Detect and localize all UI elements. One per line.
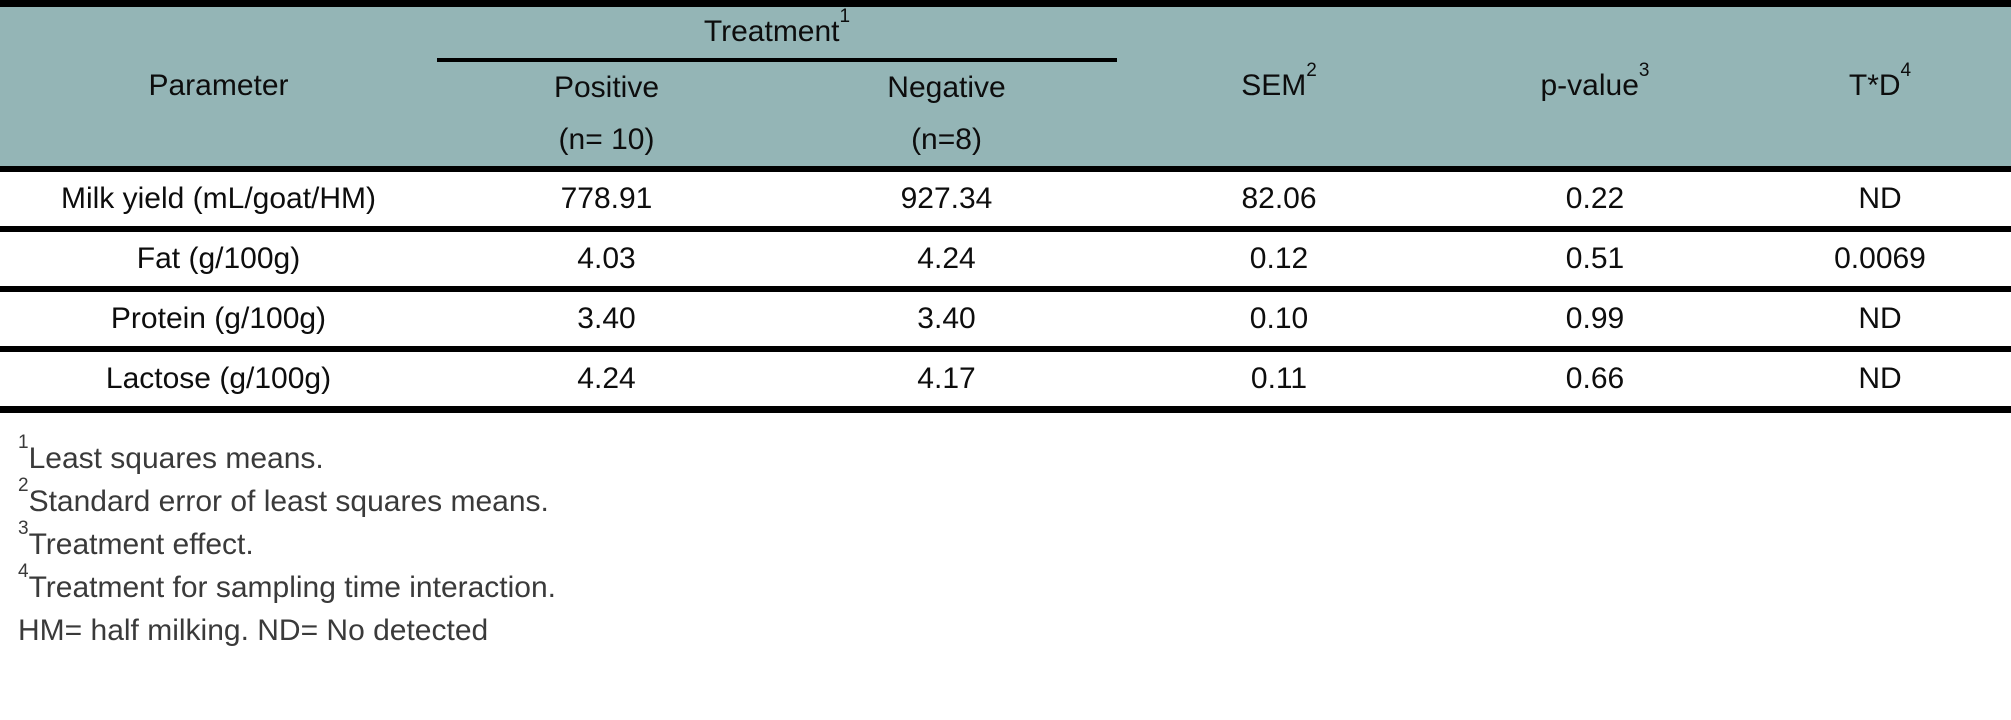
- col-header-treatment-label: Treatment: [703, 15, 840, 49]
- footnote-text: Least squares means.: [28, 442, 324, 475]
- pvalue-superscript: 3: [1638, 59, 1650, 81]
- cell-positive: 778.91: [437, 166, 776, 229]
- footnotes-block: 1Least squares means. 2Standard error of…: [18, 433, 2011, 652]
- col-header-negative-n: (n=8): [911, 123, 982, 156]
- footnote: 1Least squares means.: [18, 433, 2011, 480]
- treatment-superscript: 1: [839, 5, 851, 27]
- col-header-pvalue-label: p-value: [1540, 69, 1639, 103]
- col-header-positive-label: Positive: [553, 71, 660, 104]
- footnote: 4Treatment for sampling time interaction…: [18, 562, 2011, 609]
- cell-txd: ND: [1749, 346, 2011, 410]
- cell-pvalue: 0.22: [1441, 166, 1749, 229]
- cell-sem: 0.10: [1117, 286, 1441, 349]
- footnote-text: HM= half milking. ND= No detected: [18, 614, 489, 647]
- col-header-sem: SEM2: [1117, 3, 1441, 169]
- cell-sem: 0.11: [1117, 346, 1441, 410]
- cell-positive: 4.03: [437, 226, 776, 289]
- footnote: 2Standard error of least squares means.: [18, 476, 2011, 523]
- col-header-negative-label: Negative: [887, 71, 1006, 104]
- col-header-txd: T*D4: [1749, 3, 2011, 169]
- cell-pvalue: 0.51: [1441, 226, 1749, 289]
- footnote-text: Standard error of least squares means.: [28, 485, 549, 518]
- cell-pvalue: 0.99: [1441, 286, 1749, 349]
- footnote: 3Treatment effect.: [18, 519, 2011, 566]
- cell-parameter: Milk yield (mL/goat/HM): [0, 166, 437, 229]
- col-header-sem-label: SEM: [1241, 69, 1307, 103]
- table-row: Lactose (g/100g) 4.24 4.17 0.11 0.66 ND: [0, 346, 2011, 410]
- table-header: Parameter Treatment1 SEM2 p-value3 T*D4 …: [0, 3, 2011, 169]
- cell-parameter: Lactose (g/100g): [0, 346, 437, 410]
- footnote-text: Treatment effect.: [28, 528, 254, 561]
- col-header-parameter-label: Parameter: [148, 69, 289, 103]
- cell-positive: 3.40: [437, 286, 776, 349]
- col-header-negative: Negative (n=8): [776, 60, 1117, 169]
- table-row: Protein (g/100g) 3.40 3.40 0.10 0.99 ND: [0, 286, 2011, 349]
- col-header-pvalue: p-value3: [1441, 3, 1749, 169]
- cell-parameter: Fat (g/100g): [0, 226, 437, 289]
- col-header-txd-label: T*D: [1848, 69, 1901, 103]
- cell-sem: 82.06: [1117, 166, 1441, 229]
- footnote-superscript: 4: [18, 561, 29, 583]
- col-header-positive-n: (n= 10): [558, 123, 655, 156]
- footnote: HM= half milking. ND= No detected: [18, 609, 2011, 652]
- cell-sem: 0.12: [1117, 226, 1441, 289]
- cell-txd: 0.0069: [1749, 226, 2011, 289]
- cell-txd: ND: [1749, 286, 2011, 349]
- table-body: Milk yield (mL/goat/HM) 778.91 927.34 82…: [0, 166, 2011, 410]
- col-header-parameter: Parameter: [0, 3, 437, 169]
- cell-pvalue: 0.66: [1441, 346, 1749, 410]
- results-table: Parameter Treatment1 SEM2 p-value3 T*D4 …: [0, 0, 2011, 413]
- footnote-superscript: 3: [18, 518, 29, 540]
- col-header-treatment: Treatment1: [437, 3, 1117, 62]
- cell-txd: ND: [1749, 166, 2011, 229]
- table-row: Milk yield (mL/goat/HM) 778.91 927.34 82…: [0, 166, 2011, 229]
- footnote-superscript: 2: [18, 475, 29, 497]
- cell-parameter: Protein (g/100g): [0, 286, 437, 349]
- cell-positive: 4.24: [437, 346, 776, 410]
- footnote-superscript: 1: [18, 432, 29, 454]
- table-row: Fat (g/100g) 4.03 4.24 0.12 0.51 0.0069: [0, 226, 2011, 289]
- sem-superscript: 2: [1306, 59, 1317, 81]
- footnote-text: Treatment for sampling time interaction.: [28, 571, 557, 604]
- cell-negative: 4.24: [776, 226, 1117, 289]
- txd-superscript: 4: [1900, 59, 1912, 81]
- cell-negative: 4.17: [776, 346, 1117, 410]
- cell-negative: 3.40: [776, 286, 1117, 349]
- cell-negative: 927.34: [776, 166, 1117, 229]
- col-header-positive: Positive (n= 10): [437, 60, 776, 169]
